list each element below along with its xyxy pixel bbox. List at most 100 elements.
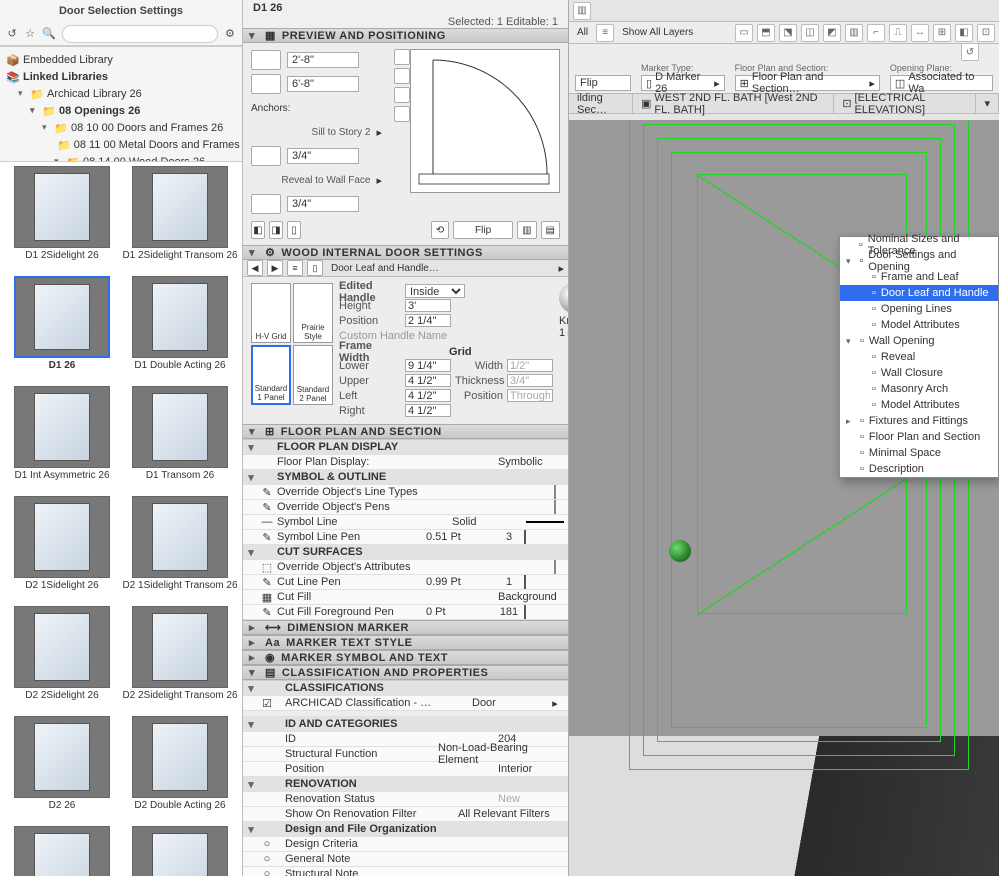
sill-link[interactable]: Sill to Story 2 [251,127,370,138]
flip-button[interactable]: Flip [453,221,513,239]
dfo-header[interactable]: Design and File Organization [275,823,568,835]
cffp-num[interactable]: 181 [496,606,522,618]
thumb-item[interactable]: D1 26 [4,276,120,382]
fpd-header[interactable]: FLOOR PLAN DISPLAY [275,441,568,453]
tree-embedded[interactable]: 📦Embedded Library [0,51,242,68]
thumb-item[interactable]: D2 26 [4,716,120,822]
left-input[interactable] [405,389,451,402]
pv-opt-3[interactable]: ▯ [287,221,301,239]
rotate-icon[interactable]: ⟲ [431,221,449,239]
pv-icon-a[interactable] [394,49,410,65]
reveal-input[interactable] [287,196,359,212]
pos-value[interactable]: Interior [498,763,568,775]
t2-6[interactable]: ▥ [845,24,863,42]
right-input[interactable] [405,404,451,417]
nav-leaf-icon[interactable]: ▯ [307,260,323,276]
cffp-swatch[interactable] [524,605,526,619]
section-mst[interactable]: ▸◉MARKER SYMBOL AND TEXT [243,650,568,665]
nav-back[interactable]: ◀ [247,260,263,276]
thumb-item[interactable]: D2 2Sidelight Transom 26 [122,606,238,712]
t2-1[interactable]: ▭ [735,24,753,42]
tab-2[interactable]: ▣ WEST 2ND FL. BATH [West 2ND FL. BATH] [633,94,834,114]
cls-arch-value[interactable]: Door [472,697,542,709]
popup-item[interactable]: ▫Model Attributes [840,317,998,333]
thumb-item[interactable]: D1 Int Asymmetric 26 [4,386,120,492]
thumb-item[interactable]: D2 1Sidelight Transom 26 [122,496,238,602]
thumb-item[interactable]: D2 Transom 26 [122,826,238,876]
nav-list[interactable]: ≡ [287,260,303,276]
popup-item[interactable]: ▫Description [840,461,998,477]
ool-check[interactable] [554,485,556,499]
thumb-item[interactable]: D2 Double Acting 26 [122,716,238,822]
thumb-item[interactable]: D2 1Sidelight 26 [4,496,120,602]
search-icon[interactable]: 🔍 [42,26,56,42]
tab-3[interactable]: ⊡ [ELECTRICAL ELEVATIONS] [834,94,976,114]
tree-item[interactable]: ▾📁Archicad Library 26 [0,85,242,102]
show-all-label[interactable]: Show All Layers [618,27,697,38]
clp-value[interactable]: 0.99 Pt [426,576,496,588]
sill-input[interactable] [287,148,359,164]
leaf-style-thumb[interactable]: H-V Grid [251,283,291,343]
thumb-item[interactable]: D2 Double Egress 26 [4,826,120,876]
t2-2[interactable]: ⬒ [757,24,775,42]
rs-value[interactable]: New [498,793,568,805]
sn-label[interactable]: Structural Note [275,868,568,876]
leaf-style-thumb[interactable]: Standard 2 Panel [293,345,333,405]
wh-height-input[interactable] [405,299,451,312]
gear-icon[interactable]: ⚙ [224,26,236,42]
t2-7[interactable]: ⌐ [867,24,885,42]
height-input[interactable] [287,76,359,92]
t2-3[interactable]: ⬔ [779,24,797,42]
thumb-item[interactable]: D1 2Sidelight 26 [4,166,120,272]
popup-item[interactable]: ▫Opening Lines [840,301,998,317]
ren-header[interactable]: RENOVATION [275,778,568,790]
thumb-item[interactable]: D1 2Sidelight Transom 26 [122,166,238,272]
cls-arrow-icon[interactable]: ▸ [542,697,568,710]
slp-num[interactable]: 3 [496,531,522,543]
ooa-check[interactable] [554,560,556,574]
cls-header[interactable]: CLASSIFICATIONS [275,682,568,694]
tree-item[interactable]: ▾📁08 Openings 26 [0,102,242,119]
knob-label[interactable]: Knob 1 ▸ [559,315,569,339]
t2-4[interactable]: ◫ [801,24,819,42]
tree-linked[interactable]: 📚Linked Libraries [0,68,242,85]
gwidth-input[interactable] [507,359,553,372]
section-preview[interactable]: ▾▦PREVIEW AND POSITIONING [243,28,568,43]
t2-5[interactable]: ◩ [823,24,841,42]
t3-a[interactable]: ↺ [961,43,979,61]
fp-section-select[interactable]: ⊞ Floor Plan and Section… ▸ [735,75,880,91]
tree-item[interactable]: ▾📁08 14 00 Wood Doors 26 [0,153,242,162]
popup-item[interactable]: ▫Minimal Space [840,445,998,461]
leaf-style-thumb[interactable]: Prairie Style [293,283,333,343]
pv-icon-c[interactable] [394,87,410,103]
popup-item[interactable]: ▫Floor Plan and Section [840,429,998,445]
t2-11[interactable]: ◧ [955,24,973,42]
thumb-item[interactable]: D1 Transom 26 [122,386,238,492]
section-wood[interactable]: ▾⚙WOOD INTERNAL DOOR SETTINGS [243,245,568,260]
pv-detail-b[interactable]: ▤ [541,221,560,239]
t2-12[interactable]: ⊡ [977,24,995,42]
cffp-value[interactable]: 0 Pt [426,606,496,618]
layers-icon[interactable]: ≡ [596,24,614,42]
section-cls[interactable]: ▾▤CLASSIFICATION AND PROPERTIES [243,665,568,680]
slp-value[interactable]: 0.51 Pt [426,531,496,543]
wh-pos-input[interactable] [405,314,451,327]
nav-expand-icon[interactable]: ▸ [558,262,564,275]
popup-item[interactable]: ▾▫Wall Opening [840,333,998,349]
nav-fwd[interactable]: ▶ [267,260,283,276]
tb1-icon[interactable]: ▥ [573,2,591,20]
star-icon[interactable]: ☆ [24,26,36,42]
search-input[interactable] [62,25,218,43]
idcat-header[interactable]: ID AND CATEGORIES [275,718,568,730]
pv-icon-d[interactable] [394,106,410,122]
section-fp[interactable]: ▾⊞FLOOR PLAN AND SECTION [243,424,568,439]
pv-detail-a[interactable]: ▥ [517,221,536,239]
edited-handle-select[interactable]: Inside [405,284,465,298]
tree-item[interactable]: ▾📁08 10 00 Doors and Frames 26 [0,119,242,136]
so-header[interactable]: SYMBOL & OUTLINE [275,471,568,483]
popup-item[interactable]: ▫Wall Closure [840,365,998,381]
thumb-item[interactable]: D1 Double Acting 26 [122,276,238,382]
tree-item[interactable]: 📁08 11 00 Metal Doors and Frames 26 [0,136,242,153]
fpd-value[interactable]: Symbolic [498,456,568,468]
t2-10[interactable]: ⊞ [933,24,951,42]
